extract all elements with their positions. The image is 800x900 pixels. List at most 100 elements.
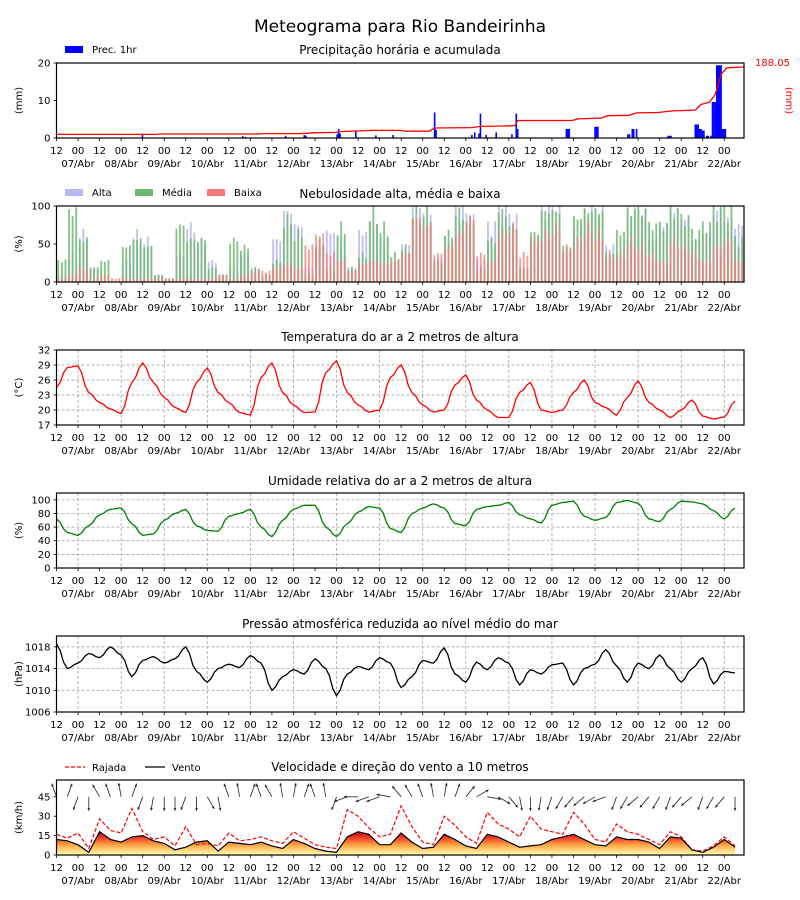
precip-bar (303, 135, 306, 138)
precip-bar (304, 135, 307, 138)
x-tick-label: 12 (309, 576, 322, 587)
cloud-bar-baixa (103, 275, 106, 282)
cloud-bar-baixa (214, 278, 217, 282)
x-tick-label: 00 (287, 720, 300, 731)
cloud-bar-baixa (297, 269, 300, 282)
y-tick-label: 32 (38, 346, 51, 357)
x-tick-label: 00 (244, 863, 257, 874)
cloud-bar-baixa (60, 278, 63, 282)
wind-arrow-head (620, 805, 623, 809)
cloud-bar-baixa (573, 247, 575, 282)
cloud-bar-baixa (687, 252, 690, 282)
cloud-bar-baixa (508, 232, 511, 282)
cloud-bar-média (204, 240, 207, 282)
x-day-label: 17/Abr (492, 589, 526, 600)
x-tick-label: 12 (524, 863, 537, 874)
cloud-bar-baixa (164, 278, 167, 282)
wind-arrow-head (665, 806, 668, 810)
cloud-bar-média (232, 237, 235, 282)
cloud-bar-baixa (655, 258, 658, 282)
x-tick-label: 00 (373, 720, 386, 731)
precip-bar (595, 126, 598, 138)
cloud-bar-baixa (333, 252, 335, 282)
wind-arrow-head (733, 808, 737, 811)
precip-bar (435, 129, 437, 138)
cloud-bar-baixa (583, 235, 586, 282)
x-day-label: 21/Abr (664, 446, 698, 457)
precip-bar (694, 124, 697, 138)
x-tick-label: 00 (201, 433, 214, 444)
y-axis-label: (km/h) (14, 801, 25, 834)
x-tick-label: 00 (675, 863, 688, 874)
cloud-bar-média (247, 248, 249, 282)
cloud-bar-baixa (512, 222, 514, 282)
cloud-bar-baixa (594, 241, 597, 282)
x-day-label: 21/Abr (664, 589, 698, 600)
precip-bar (670, 135, 672, 138)
x-tick-label: 12 (222, 863, 235, 874)
cloud-bar-baixa (71, 275, 74, 282)
x-tick-label: 12 (481, 576, 494, 587)
x-tick-label: 12 (222, 146, 235, 157)
wind-arrow-head (306, 783, 310, 787)
x-day-label: 08/Abr (104, 159, 138, 170)
cloud-bar-média (200, 238, 203, 282)
cloud-bar-média (71, 216, 74, 282)
cloud-bar-baixa (465, 223, 468, 282)
precip-bar (336, 134, 339, 138)
x-tick-label: 12 (266, 433, 279, 444)
x-tick-label: 00 (546, 290, 559, 301)
x-day-label: 12/Abr (277, 303, 311, 314)
cloud-bar-média (300, 237, 303, 282)
y-tick-label: 1006 (25, 708, 50, 719)
x-tick-label: 12 (481, 290, 494, 301)
cloud-bar-baixa (633, 247, 636, 282)
x-tick-label: 00 (244, 720, 257, 731)
x-tick-label: 12 (524, 720, 537, 731)
cloud-bar-baixa (515, 228, 518, 282)
x-day-label: 11/Abr (234, 159, 268, 170)
x-day-label: 22/Abr (708, 876, 742, 887)
x-tick-label: 12 (395, 290, 408, 301)
x-day-label: 08/Abr (104, 446, 138, 457)
cloud-bar-baixa (225, 274, 228, 282)
x-day-label: 07/Abr (61, 876, 95, 887)
wind-arrow-head (417, 783, 421, 787)
x-tick-label: 12 (266, 290, 279, 301)
wind-arrow-head (697, 806, 701, 810)
cloud-bar-baixa (265, 272, 267, 282)
cloud-bar-alta (358, 229, 360, 282)
cloud-bar-baixa (100, 274, 103, 282)
legend-label: Média (162, 187, 192, 199)
x-tick-label: 12 (266, 146, 279, 157)
right-max-label: 188.05 (755, 58, 790, 69)
precip-bar (668, 135, 671, 138)
cloud-bar-média (666, 223, 668, 282)
x-tick-label: 00 (115, 720, 128, 731)
x-day-label: 13/Abr (320, 446, 354, 457)
x-tick-label: 00 (589, 146, 602, 157)
cloud-bar-média (633, 209, 636, 282)
precip-bar (667, 135, 669, 138)
cloud-bar-baixa (322, 233, 325, 282)
x-tick-label: 12 (352, 433, 365, 444)
x-day-label: 07/Abr (61, 159, 95, 170)
wind-arrow-head (51, 783, 54, 787)
y-tick-label: 1014 (25, 664, 50, 675)
y-axis-label: (hPa) (14, 661, 25, 687)
x-tick-label: 00 (72, 146, 85, 157)
x-tick-label: 12 (696, 863, 709, 874)
wind-arrow-head (134, 783, 138, 787)
x-tick-label: 12 (179, 863, 192, 874)
x-tick-label: 00 (675, 146, 688, 157)
x-tick-label: 12 (136, 146, 149, 157)
x-day-label: 16/Abr (449, 303, 483, 314)
x-day-label: 07/Abr (61, 589, 95, 600)
x-tick-label: 12 (481, 433, 494, 444)
x-tick-label: 12 (136, 863, 149, 874)
cloud-bar-baixa (726, 237, 729, 282)
x-tick-label: 12 (395, 146, 408, 157)
precip-bar (375, 135, 377, 138)
cloud-bar-baixa (562, 253, 565, 282)
